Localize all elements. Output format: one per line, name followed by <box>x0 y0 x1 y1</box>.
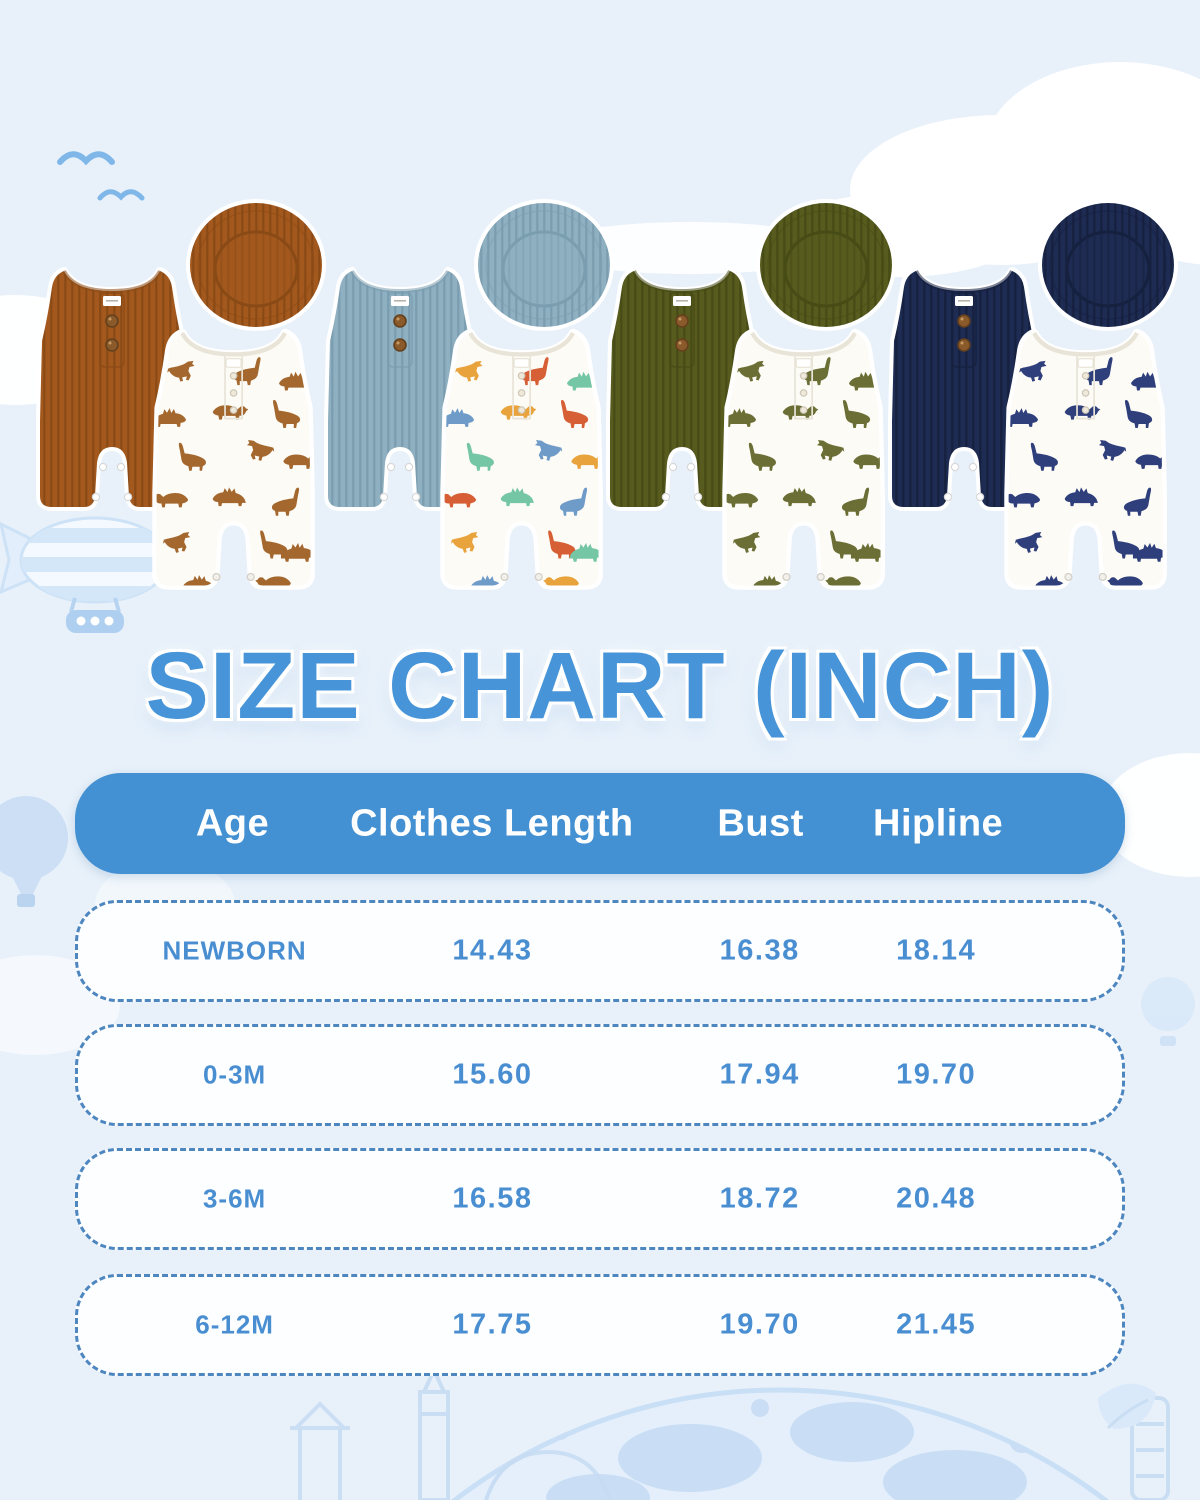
solid-romper <box>888 267 1040 511</box>
value-cell: 14.43 <box>452 934 533 967</box>
value-cell: 19.70 <box>719 1308 800 1341</box>
value-cell: 18.14 <box>896 934 977 967</box>
size-table-row-newborn: NEWBORN 14.43 16.38 18.14 <box>75 900 1125 1002</box>
dinosaur-print <box>1008 357 1163 586</box>
size-table-header: Age Clothes Length Bust Hipline <box>75 773 1125 874</box>
value-cell: 21.45 <box>896 1308 977 1341</box>
neck-label <box>513 358 530 368</box>
age-cell: 0-3M <box>202 1059 267 1090</box>
dino-print-romper <box>440 328 603 590</box>
product-collage <box>0 0 1200 650</box>
header-cell: Bust <box>717 802 804 844</box>
dinosaur-print <box>156 357 311 586</box>
product-set-dusty-blue <box>324 199 614 590</box>
snap-buttons <box>212 572 255 582</box>
landmarks-illustration <box>290 1365 1170 1500</box>
bucket-hat <box>474 199 614 331</box>
snap-buttons <box>782 572 825 582</box>
value-cell: 19.70 <box>896 1058 977 1091</box>
dino-print-romper <box>1004 328 1167 590</box>
snap-buttons <box>91 462 133 502</box>
bucket-hat <box>756 199 896 331</box>
placket-buttons <box>799 371 808 414</box>
hot-air-balloon-icon <box>0 796 68 907</box>
bucket-hat <box>186 199 326 331</box>
product-set-navy <box>888 199 1178 590</box>
age-cell: 3-6M <box>202 1183 267 1214</box>
neck-label <box>1077 358 1094 368</box>
size-table-row-3-6m: 3-6M 16.58 18.72 20.48 <box>75 1148 1125 1250</box>
value-cell: 18.72 <box>719 1182 800 1215</box>
age-cell: 6-12M <box>195 1309 274 1340</box>
page-title: SIZE CHART (INCH) <box>145 633 1055 739</box>
neck-label <box>225 358 242 368</box>
solid-romper <box>324 267 476 511</box>
snap-buttons <box>661 462 703 502</box>
header-cell: Hipline <box>873 802 1004 844</box>
header-cell: Clothes Length <box>350 802 634 844</box>
globe-illustration <box>451 1387 1109 1500</box>
value-cell: 15.60 <box>452 1058 533 1091</box>
snap-buttons <box>943 462 985 502</box>
solid-romper <box>36 267 188 511</box>
placket-buttons <box>1081 371 1090 414</box>
value-cell: 17.94 <box>719 1058 800 1091</box>
value-cell: 16.58 <box>452 1182 533 1215</box>
snap-buttons <box>1064 572 1107 582</box>
snap-buttons <box>379 462 421 502</box>
product-set-olive <box>606 199 896 590</box>
size-table-row-6-12m: 6-12M 17.75 19.70 21.45 <box>75 1274 1125 1376</box>
snap-buttons <box>500 572 543 582</box>
value-cell: 17.75 <box>452 1308 533 1341</box>
dinosaur-print <box>726 357 881 586</box>
size-table-row-0-3m: 0-3M 15.60 17.94 19.70 <box>75 1024 1125 1126</box>
age-cell: NEWBORN <box>162 935 307 966</box>
bucket-hat <box>1038 199 1178 331</box>
dino-print-romper <box>722 328 885 590</box>
balloon-icon <box>1141 977 1195 1046</box>
product-set-brown <box>36 199 326 590</box>
placket-buttons <box>229 371 238 414</box>
dino-print-romper <box>152 328 315 590</box>
solid-romper <box>606 267 758 511</box>
value-cell: 20.48 <box>896 1182 977 1215</box>
neck-label <box>795 358 812 368</box>
header-cell: Age <box>195 802 270 844</box>
blimp-icon <box>0 516 171 633</box>
placket-buttons <box>517 371 526 414</box>
value-cell: 16.38 <box>719 934 800 967</box>
birds-icon <box>57 151 145 201</box>
